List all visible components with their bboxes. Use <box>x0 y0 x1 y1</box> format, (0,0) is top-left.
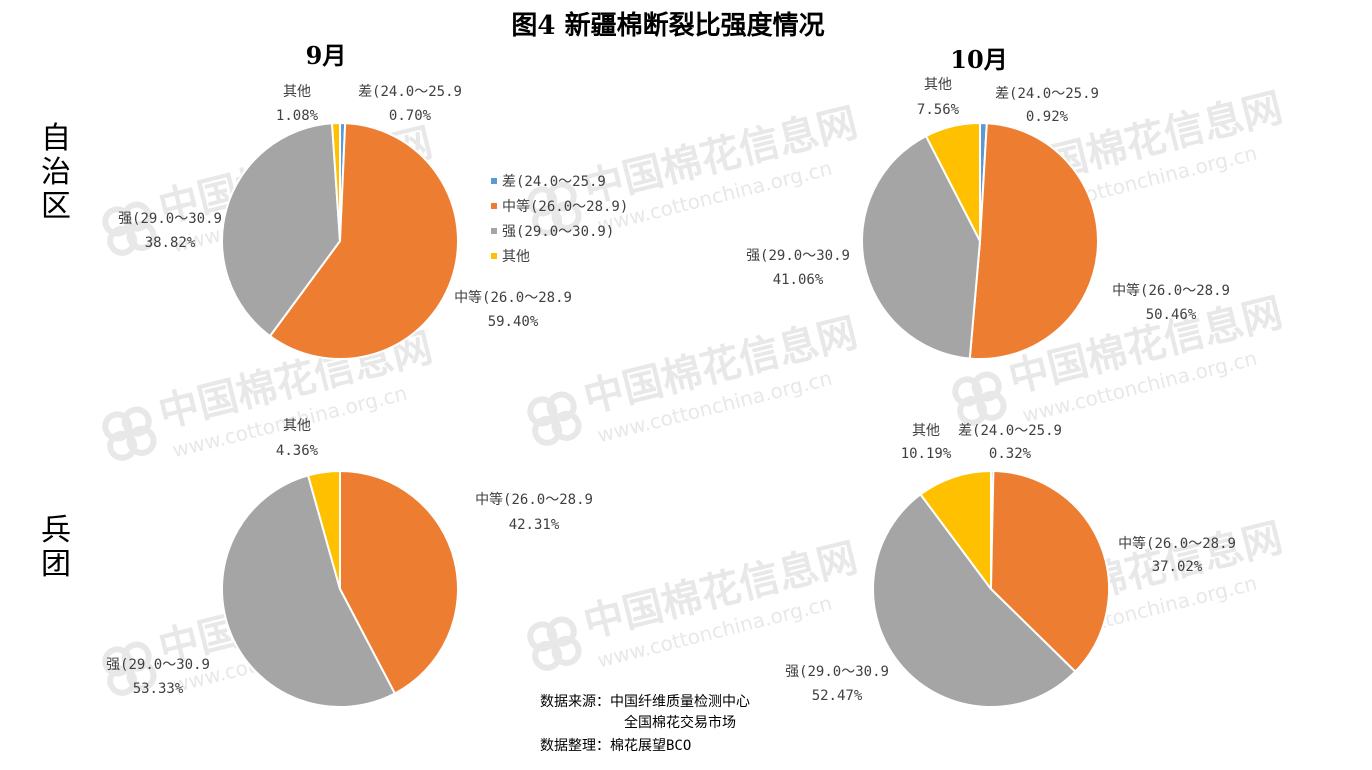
slice-label-poor: 差(24.0～25.9 <box>958 423 1062 439</box>
column-header-oct: 10月 <box>950 45 1007 74</box>
slice-label-strong: 强(29.0～30.9 <box>746 248 850 264</box>
pie-slice-strong <box>220 474 396 708</box>
slice-value-medium: 50.46% <box>1146 307 1197 323</box>
slice-label-poor: 差(24.0～25.9 <box>995 86 1099 102</box>
pie-slice-medium <box>990 470 1110 673</box>
pie-slice-medium <box>269 122 459 360</box>
watermark-logo-shape <box>527 186 558 217</box>
legend-swatch-other <box>491 253 497 259</box>
slice-label-other: 其他 <box>283 418 311 434</box>
watermark-logo-shape <box>546 181 577 212</box>
source-note: 数据来源：中国纤维质量检测中心 全国棉花交易市场 数据整理：棉花展望BCO <box>540 694 750 754</box>
legend-swatch-poor <box>491 178 497 184</box>
watermark-logo-shape <box>107 665 138 696</box>
slice-label-strong: 强(29.0～30.9 <box>785 664 889 680</box>
pie-slice-medium <box>968 122 1099 360</box>
pie-slice-strong <box>861 135 981 360</box>
watermark-logo-shape <box>527 621 558 652</box>
legend-swatch-strong <box>491 228 497 234</box>
watermark-logo-shape <box>976 390 1007 421</box>
slice-value-strong: 41.06% <box>773 272 824 288</box>
slice-label-medium: 中等(26.0～28.9 <box>1112 282 1230 299</box>
watermark-logo-shape <box>532 205 563 236</box>
legend: 差(24.0～25.9 中等(26.0～28.9) 强(29.0～30.9) 其… <box>491 174 628 265</box>
labels-pie-autonomous-region-sep: 其他 1.08% 差(24.0～25.9 0.70% 强(29.0～30.9 3… <box>118 84 572 330</box>
labels-pie-corps-sep: 其他 4.36% 中等(26.0～28.9 42.31% 强(29.0～30.9… <box>106 418 593 697</box>
slice-value-medium: 37.02% <box>1152 559 1203 575</box>
slice-value-strong: 53.33% <box>133 681 184 697</box>
watermark-logo-shape <box>551 200 582 231</box>
slice-label-medium: 中等(26.0～28.9 <box>1118 535 1236 552</box>
legend-label-poor: 差(24.0～25.9 <box>502 174 606 190</box>
pie-slice-strong <box>221 122 341 338</box>
legend-label-strong: 强(29.0～30.9) <box>502 224 614 240</box>
column-header-sep: 9月 <box>306 41 347 70</box>
labels-pie-autonomous-region-oct: 其他 7.56% 差(24.0～25.9 0.92% 强(29.0～30.9 4… <box>746 77 1230 323</box>
pie-slice-medium <box>339 470 459 695</box>
slice-value-medium: 59.40% <box>488 314 539 330</box>
watermark-logo-shape <box>102 206 133 237</box>
slice-value-poor: 0.70% <box>389 108 432 124</box>
slice-value-other: 7.56% <box>917 102 960 118</box>
row-header-corps: 兵团 <box>41 513 71 582</box>
slice-value-other: 4.36% <box>276 443 319 459</box>
watermark-logo-shape <box>546 616 577 647</box>
chart-title: 图4 新疆棉断裂比强度情况 <box>511 10 824 41</box>
watermark-logo-shape <box>971 371 1002 402</box>
watermark-logo-shape <box>527 396 558 427</box>
watermark-logo-shape <box>532 415 563 446</box>
source-line-2: 全国棉花交易市场 <box>624 714 736 731</box>
slice-label-poor: 差(24.0～25.9 <box>358 84 462 100</box>
slice-label-other: 其他 <box>283 84 311 100</box>
watermark-logo-shape <box>551 635 582 666</box>
slice-value-other: 10.19% <box>901 446 952 462</box>
pie-corps-oct <box>872 469 1110 708</box>
pie-corps-sep <box>220 470 459 708</box>
slice-label-medium: 中等(26.0～28.9 <box>475 491 593 508</box>
slice-value-poor: 0.92% <box>1026 109 1069 125</box>
watermark-logo-shape <box>957 395 988 426</box>
watermark-logo-shape <box>102 411 133 442</box>
watermark-logo-shape <box>532 640 563 671</box>
slice-label-other: 其他 <box>924 77 952 93</box>
pie-slice-other <box>307 470 341 590</box>
slice-label-medium: 中等(26.0～28.9 <box>454 289 572 306</box>
slice-value-other: 1.08% <box>276 108 319 124</box>
slice-value-strong: 38.82% <box>145 235 196 251</box>
watermark-logo-shape <box>107 430 138 461</box>
watermark-logo-shape <box>121 641 152 672</box>
watermark-logo-shape <box>121 406 152 437</box>
legend-swatch-medium <box>491 203 497 209</box>
watermark-logo-shape <box>952 376 983 407</box>
labels-pie-corps-oct: 其他 10.19% 差(24.0～25.9 0.32% 中等(26.0～28.9… <box>785 423 1236 704</box>
watermark-logo-shape <box>107 225 138 256</box>
legend-label-other: 其他 <box>502 249 530 265</box>
pie-autonomous-region-sep <box>221 121 459 360</box>
source-line-3: 数据整理：棉花展望BCO <box>540 737 691 754</box>
watermark-logo-shape <box>126 220 157 251</box>
slice-value-medium: 42.31% <box>509 517 560 533</box>
pie-slice-strong <box>872 493 1077 708</box>
slice-value-strong: 52.47% <box>812 688 863 704</box>
source-line-1: 数据来源：中国纤维质量检测中心 <box>540 694 750 710</box>
pie-slice-other <box>331 121 341 242</box>
watermark-logo-shape <box>546 391 577 422</box>
slice-label-strong: 强(29.0～30.9 <box>118 211 222 227</box>
watermark-logo-shape <box>126 660 157 691</box>
pie-slice-other <box>925 122 981 242</box>
slice-value-poor: 0.32% <box>989 446 1032 462</box>
watermark-logo-shape <box>121 201 152 232</box>
slice-label-strong: 强(29.0～30.9 <box>106 657 210 673</box>
watermark-logo-shape <box>126 425 157 456</box>
pie-slice-other <box>919 470 992 590</box>
legend-label-medium: 中等(26.0～28.9) <box>502 198 628 215</box>
slice-label-other: 其他 <box>912 423 940 439</box>
watermark-logo-shape <box>102 646 133 677</box>
pie-autonomous-region-oct <box>861 122 1099 360</box>
watermark-logo-shape <box>551 410 582 441</box>
row-header-autonomous-region: 自治区 <box>41 121 71 224</box>
